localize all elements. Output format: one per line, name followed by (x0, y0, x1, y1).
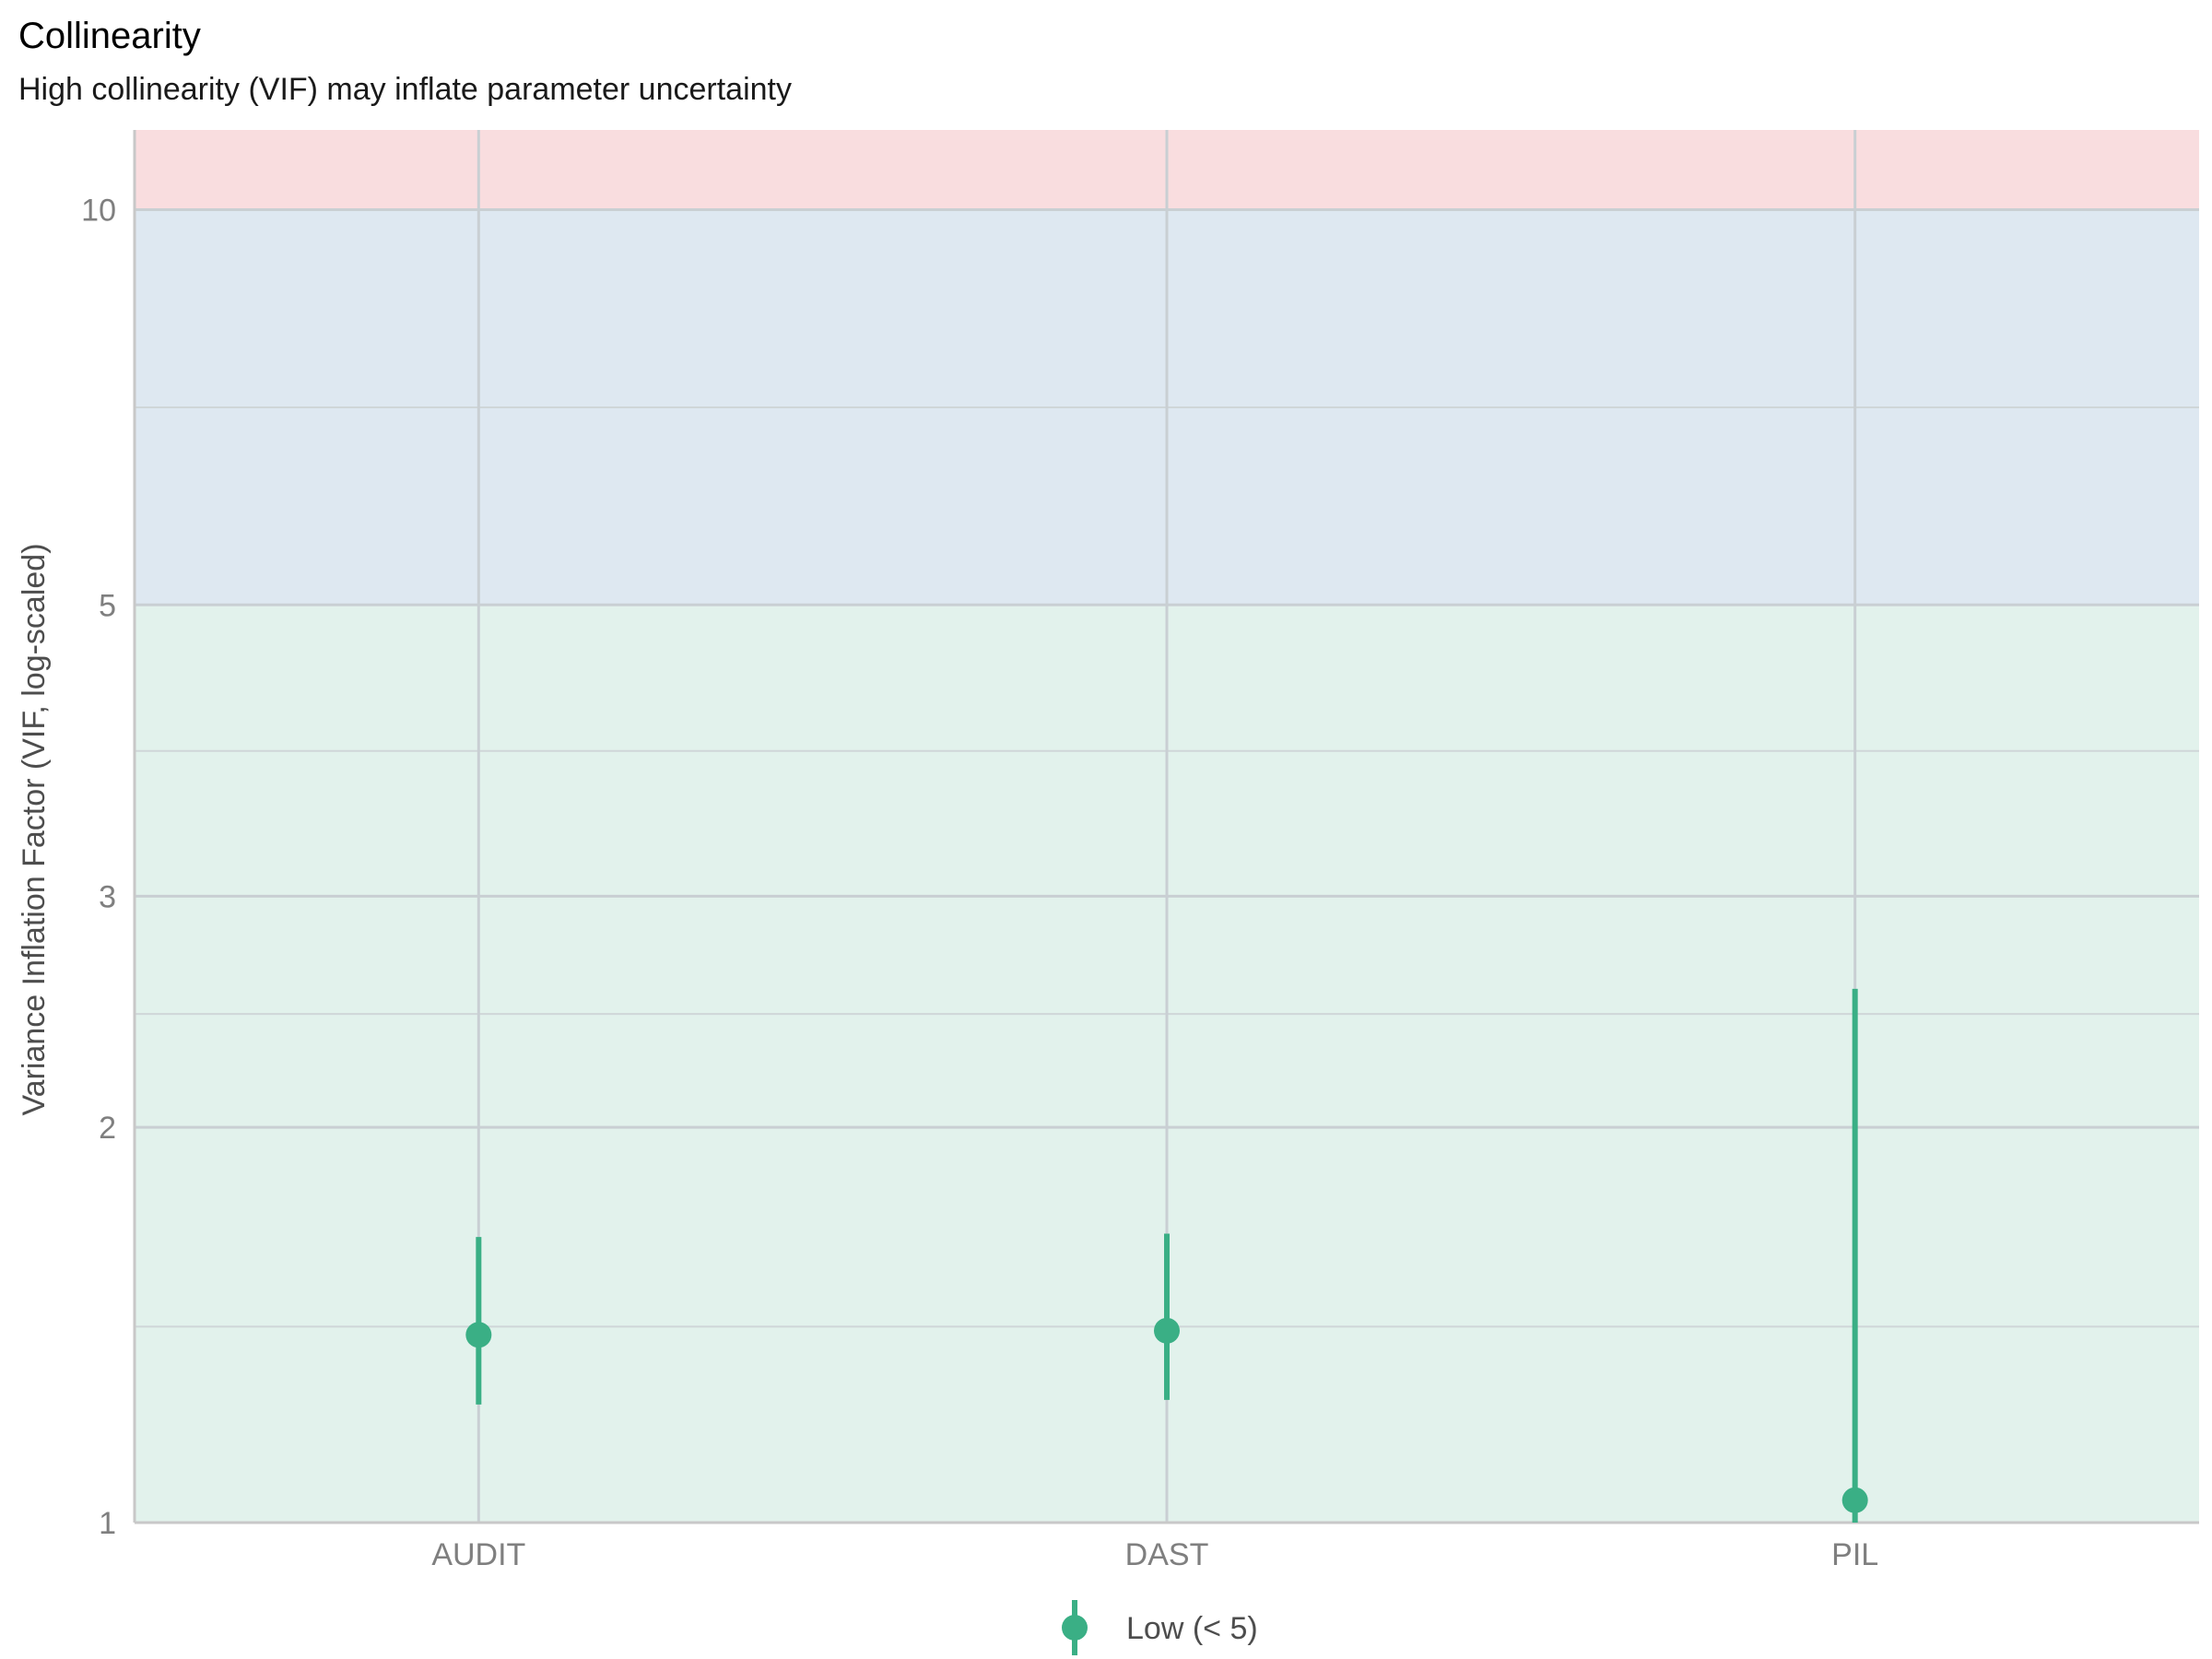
legend-key-dot (1062, 1615, 1088, 1641)
vif-marks (465, 988, 1868, 1523)
y-tick-label-4: 10 (81, 193, 116, 228)
vif-point-dast (1154, 1317, 1180, 1344)
chart-title: Collinearity (18, 16, 201, 56)
x-tick-label-pil: PIL (1831, 1537, 1878, 1572)
y-tick-label-2: 3 (99, 879, 116, 914)
vif-point-audit (465, 1322, 492, 1348)
y-tick-label-1: 2 (99, 1111, 116, 1146)
legend-label: Low (< 5) (1126, 1611, 1258, 1646)
x-tick-label-audit: AUDIT (431, 1537, 525, 1572)
y-axis-title: Variance Inflation Factor (VIF, log-scal… (17, 543, 52, 1115)
legend: Low (< 5) (1062, 1600, 1258, 1655)
chart-subtitle: High collinearity (VIF) may inflate para… (18, 72, 792, 107)
vif-point-pil (1841, 1487, 1868, 1513)
y-tick-label-0: 1 (99, 1506, 116, 1541)
y-tick-label-3: 5 (99, 588, 116, 623)
x-tick-label-dast: DAST (1125, 1537, 1209, 1572)
